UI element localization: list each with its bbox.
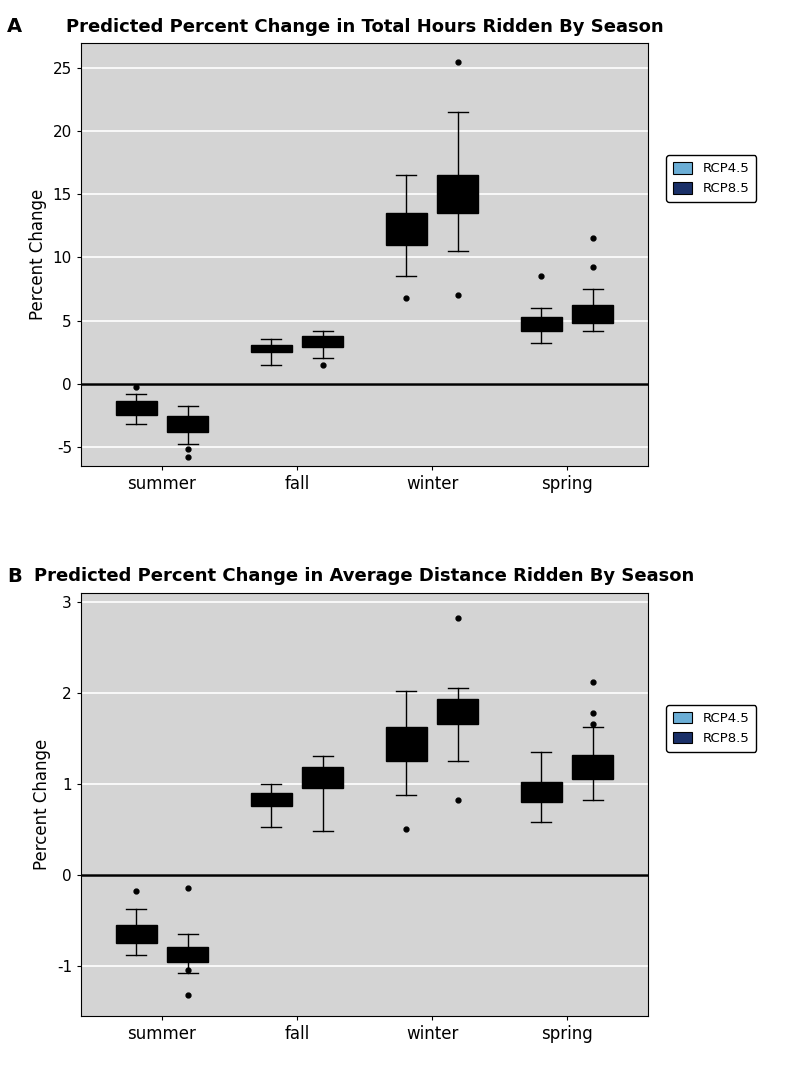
PathPatch shape xyxy=(573,755,613,779)
PathPatch shape xyxy=(386,213,427,245)
Title: Predicted Percent Change in Average Distance Ridden By Season: Predicted Percent Change in Average Dist… xyxy=(34,568,695,586)
PathPatch shape xyxy=(251,793,292,806)
Legend: RCP4.5, RCP8.5: RCP4.5, RCP8.5 xyxy=(666,155,757,202)
PathPatch shape xyxy=(521,316,561,330)
Text: A: A xyxy=(7,17,23,36)
PathPatch shape xyxy=(573,306,613,323)
PathPatch shape xyxy=(386,727,427,761)
Title: Predicted Percent Change in Total Hours Ridden By Season: Predicted Percent Change in Total Hours … xyxy=(66,18,663,35)
Text: B: B xyxy=(7,568,22,586)
PathPatch shape xyxy=(168,417,208,432)
PathPatch shape xyxy=(251,344,292,352)
PathPatch shape xyxy=(521,781,561,802)
PathPatch shape xyxy=(302,336,343,347)
PathPatch shape xyxy=(302,768,343,788)
PathPatch shape xyxy=(437,175,478,213)
PathPatch shape xyxy=(437,699,478,725)
PathPatch shape xyxy=(168,947,208,962)
Y-axis label: Percent Change: Percent Change xyxy=(29,188,47,320)
Y-axis label: Percent Change: Percent Change xyxy=(33,739,51,870)
Legend: RCP4.5, RCP8.5: RCP4.5, RCP8.5 xyxy=(666,704,757,752)
PathPatch shape xyxy=(116,401,156,415)
PathPatch shape xyxy=(116,925,156,943)
